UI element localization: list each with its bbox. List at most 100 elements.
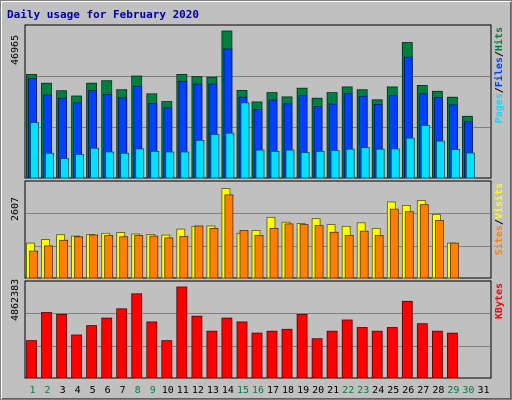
chart-title: Daily usage for February 2020: [7, 8, 200, 21]
bar-kbytes-day-23: [356, 327, 368, 379]
bar-pages-day-12: [195, 139, 205, 179]
bar-sites-day-1: [29, 250, 38, 279]
bar-sites-day-10: [164, 237, 174, 279]
x-tick-label-day-8: 8: [135, 385, 141, 396]
bar-pages-day-11: [180, 151, 190, 179]
bar-kbytes-day-4: [71, 334, 82, 379]
bar-kbytes-day-22: [341, 319, 353, 379]
bar-sites-day-14: [224, 194, 234, 279]
chart-marks: [26, 30, 475, 379]
x-tick-label-day-26: 26: [402, 385, 414, 396]
x-tick-label-day-9: 9: [150, 385, 156, 396]
bar-kbytes-day-2: [41, 312, 52, 379]
bar-pages-day-4: [75, 154, 84, 179]
bar-sites-day-27: [419, 204, 429, 279]
hits-files-pages-legend-entry: /: [494, 87, 505, 93]
x-tick-label-day-19: 19: [297, 385, 309, 396]
kbytes-ymax-label: 4862383: [10, 279, 21, 321]
bar-pages-day-22: [345, 148, 355, 179]
x-tick-label-day-20: 20: [312, 385, 324, 396]
bar-kbytes-day-12: [191, 315, 203, 379]
visits-sites-legend-entry: Visits: [493, 183, 505, 219]
bar-pages-day-15: [240, 102, 250, 179]
bar-pages-day-3: [60, 158, 69, 179]
bar-kbytes-day-16: [251, 332, 263, 379]
bar-sites-day-15: [239, 230, 249, 279]
bar-sites-day-18: [284, 223, 294, 279]
x-tick-label-day-31: 31: [477, 385, 489, 396]
bar-kbytes-day-19: [296, 313, 308, 379]
x-tick-label-day-7: 7: [120, 385, 126, 396]
hits-files-pages-legend-entry: Pages: [494, 93, 505, 123]
x-tick-label-day-2: 2: [44, 385, 50, 396]
bar-sites-day-29: [449, 242, 459, 279]
bar-kbytes-day-28: [431, 330, 443, 379]
visits-sites-legend-entry: Sites: [493, 225, 505, 255]
bar-pages-day-23: [360, 147, 370, 179]
x-tick-label-day-24: 24: [372, 385, 384, 396]
x-tick-label-day-14: 14: [222, 385, 234, 396]
x-tick-label-day-18: 18: [282, 385, 294, 396]
kbytes-legend-entry: KBytes: [494, 283, 505, 319]
bar-sites-day-21: [329, 231, 339, 279]
bar-kbytes-day-17: [266, 330, 278, 379]
bar-kbytes-day-26: [401, 300, 413, 379]
bar-kbytes-day-11: [176, 286, 188, 379]
bar-pages-day-16: [255, 149, 265, 179]
bar-kbytes-day-7: [116, 308, 128, 379]
bar-kbytes-day-29: [446, 332, 458, 379]
hits-files-pages-legend-entry: /: [494, 51, 505, 57]
x-tick-label-day-25: 25: [387, 385, 399, 396]
bar-sites-day-4: [74, 236, 83, 279]
bar-kbytes-day-15: [236, 321, 248, 379]
bar-sites-day-19: [299, 224, 309, 279]
x-tick-label-day-17: 17: [267, 385, 279, 396]
bar-kbytes-day-5: [86, 325, 97, 379]
bar-pages-day-29: [450, 149, 460, 179]
bar-kbytes-day-13: [206, 330, 218, 379]
bar-pages-day-18: [285, 149, 295, 179]
x-tick-label-day-23: 23: [357, 385, 369, 396]
bar-sites-day-25: [389, 208, 399, 279]
visits-sites-ymax-label: 2607: [10, 197, 21, 221]
bar-kbytes-day-25: [386, 327, 398, 379]
bar-pages-day-24: [375, 148, 385, 179]
bar-pages-day-6: [105, 151, 115, 179]
bar-kbytes-day-27: [416, 323, 428, 379]
bar-sites-day-17: [269, 227, 279, 279]
hits-files-pages-legend-entry: Hits: [493, 27, 505, 51]
x-tick-label-day-10: 10: [162, 385, 174, 396]
bar-sites-day-20: [314, 225, 324, 279]
x-tick-label-day-16: 16: [252, 385, 264, 396]
x-tick-label-day-29: 29: [447, 385, 459, 396]
visits-sites-legend-entry: /: [494, 219, 505, 225]
x-tick-label-day-28: 28: [432, 385, 444, 396]
chart-labels: 46965Pages/Files/Hits2607Sites/Visits486…: [10, 27, 505, 396]
bar-kbytes-day-10: [161, 340, 173, 379]
bar-pages-day-26: [405, 137, 415, 179]
bar-pages-day-8: [135, 148, 145, 179]
bar-pages-day-30: [465, 152, 475, 179]
x-tick-label-day-4: 4: [75, 385, 81, 396]
bar-pages-day-28: [435, 140, 445, 179]
bar-pages-day-20: [315, 150, 325, 179]
hits-files-pages-ymax-label: 46965: [10, 35, 21, 65]
bar-sites-day-6: [104, 234, 114, 279]
bar-sites-day-24: [374, 234, 384, 279]
bar-kbytes-day-3: [56, 313, 67, 379]
bar-pages-day-7: [120, 152, 130, 179]
bar-pages-day-19: [300, 152, 310, 179]
kbytes-legend: KBytes: [494, 283, 505, 319]
hits-files-pages-legend-entry: Files: [493, 57, 505, 87]
bar-pages-day-14: [225, 132, 235, 179]
bar-kbytes-day-21: [326, 330, 338, 379]
bar-pages-day-2: [45, 152, 54, 179]
x-tick-label-day-11: 11: [177, 385, 189, 396]
bar-kbytes-day-20: [311, 338, 323, 379]
bar-kbytes-day-14: [221, 317, 233, 379]
bar-pages-day-17: [270, 150, 280, 179]
bar-kbytes-day-1: [26, 340, 37, 379]
x-tick-label-day-27: 27: [417, 385, 429, 396]
x-tick-label-day-22: 22: [342, 385, 354, 396]
